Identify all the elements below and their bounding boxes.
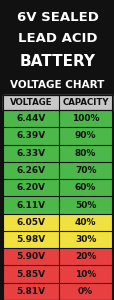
Text: 90%: 90%: [74, 131, 96, 140]
Text: 50%: 50%: [74, 200, 96, 209]
Text: BATTERY: BATTERY: [19, 54, 95, 69]
Bar: [3, 127, 111, 145]
Text: 6V SEALED: 6V SEALED: [16, 11, 98, 24]
Text: 6.11V: 6.11V: [16, 200, 45, 209]
Text: 5.90V: 5.90V: [16, 252, 45, 261]
Text: 40%: 40%: [74, 218, 96, 227]
Bar: [3, 196, 111, 214]
Text: 6.05V: 6.05V: [16, 218, 45, 227]
Bar: [3, 214, 111, 231]
Bar: [3, 162, 111, 179]
Text: 70%: 70%: [74, 166, 96, 175]
Bar: [3, 266, 111, 283]
Text: 6.39V: 6.39V: [16, 131, 45, 140]
Bar: [3, 283, 111, 300]
Bar: [3, 95, 111, 300]
Text: 20%: 20%: [74, 252, 96, 261]
Bar: [3, 248, 111, 266]
Text: 6.26V: 6.26V: [16, 166, 45, 175]
Text: 100%: 100%: [71, 114, 99, 123]
Bar: [3, 231, 111, 248]
Text: LEAD ACID: LEAD ACID: [18, 32, 96, 45]
Text: 5.81V: 5.81V: [16, 287, 45, 296]
Text: 5.85V: 5.85V: [16, 270, 45, 279]
Text: 5.98V: 5.98V: [16, 235, 45, 244]
Text: 30%: 30%: [74, 235, 96, 244]
Text: 6.44V: 6.44V: [16, 114, 45, 123]
Bar: [3, 110, 111, 127]
Text: CAPACITY: CAPACITY: [62, 98, 108, 107]
Text: 80%: 80%: [74, 149, 96, 158]
Bar: [3, 95, 111, 110]
Text: 6.33V: 6.33V: [16, 149, 45, 158]
Bar: [3, 179, 111, 196]
Text: 0%: 0%: [77, 287, 92, 296]
Text: 10%: 10%: [74, 270, 96, 279]
Text: 60%: 60%: [74, 183, 96, 192]
Bar: [3, 145, 111, 162]
Text: VOLTAGE CHART: VOLTAGE CHART: [10, 80, 104, 90]
Text: 6.20V: 6.20V: [16, 183, 45, 192]
Text: VOLTAGE: VOLTAGE: [10, 98, 52, 107]
